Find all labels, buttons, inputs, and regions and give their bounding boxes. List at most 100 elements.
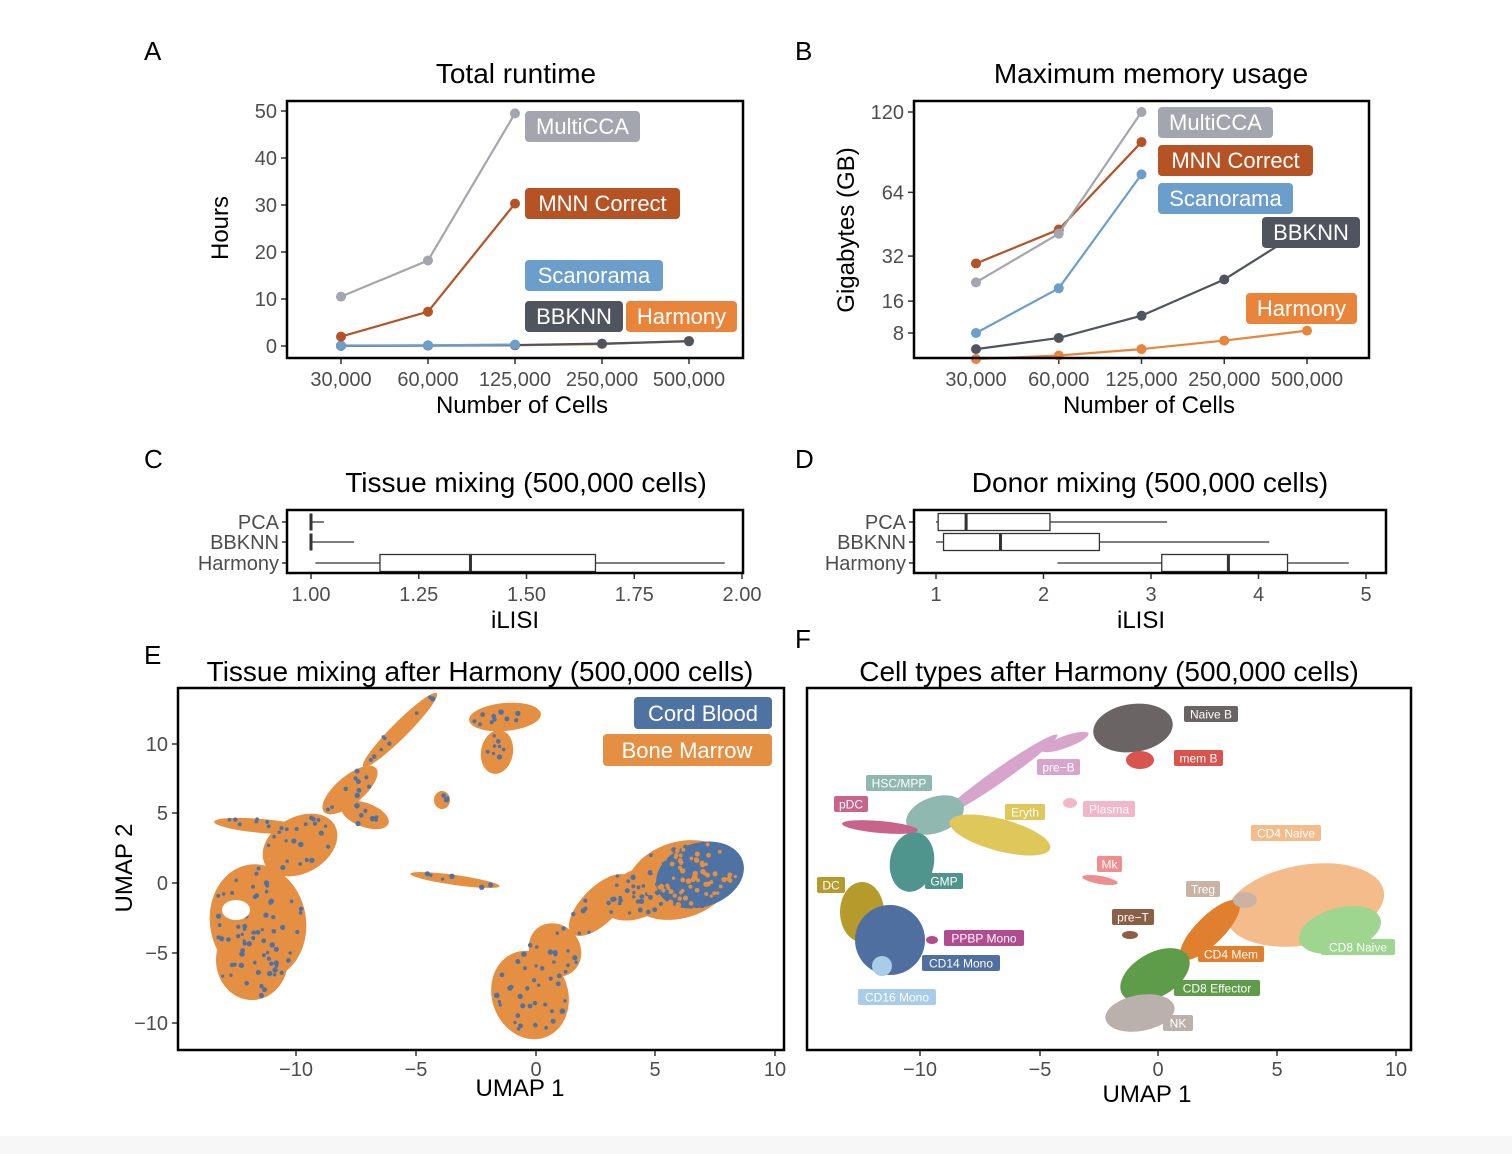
data-point-bbknn bbox=[1219, 274, 1230, 285]
cord-blood-cell bbox=[587, 930, 591, 934]
cord-blood-cell bbox=[259, 983, 264, 989]
bone-marrow-cell bbox=[682, 895, 689, 901]
cord-blood-cell bbox=[271, 914, 276, 920]
series-line-multicca bbox=[975, 111, 1143, 284]
cord-blood-cell bbox=[516, 1027, 521, 1031]
cord-blood-cell bbox=[718, 871, 723, 877]
cord-blood-cell bbox=[630, 874, 636, 880]
cord-blood-cell bbox=[288, 951, 292, 955]
bone-marrow-cell bbox=[657, 884, 663, 890]
cord-blood-cell bbox=[235, 933, 241, 939]
y-tick-label: 0 bbox=[157, 873, 168, 895]
data-point-mnn-correct bbox=[423, 306, 433, 317]
cord-blood-cell bbox=[649, 853, 653, 858]
data-point-multicca bbox=[510, 108, 520, 119]
cord-blood-cell bbox=[527, 1003, 533, 1009]
cord-blood-cell bbox=[492, 717, 497, 722]
cord-blood-cell bbox=[509, 984, 514, 990]
cord-blood-cell bbox=[230, 890, 235, 896]
series-label-box-scanorama bbox=[525, 260, 663, 291]
cord-blood-cell bbox=[647, 894, 653, 900]
panel-d-title: Donor mixing (500,000 cells) bbox=[972, 467, 1328, 498]
cord-blood-cell bbox=[304, 857, 309, 863]
bone-marrow-cell bbox=[662, 856, 668, 861]
series-label-mnn-correct: MNN Correct bbox=[538, 191, 666, 216]
x-tick-label: 500,000 bbox=[1271, 369, 1343, 391]
cord-blood-cell bbox=[303, 822, 308, 827]
cord-blood-cell bbox=[647, 869, 654, 876]
bone-marrow-cell bbox=[688, 901, 694, 906]
bone-marrow-cell bbox=[712, 871, 718, 877]
y-tick-label: 0 bbox=[266, 336, 277, 358]
umap-cluster-hsc-mpp bbox=[906, 795, 964, 835]
cord-blood-cell bbox=[242, 923, 248, 929]
cell-type-label-box-plasma bbox=[1083, 801, 1135, 817]
y-tick-label: −10 bbox=[134, 1013, 168, 1035]
umap-cluster-cd16-mono bbox=[872, 956, 892, 976]
cord-blood-cell bbox=[531, 978, 537, 983]
series-label-box-multicca bbox=[525, 111, 640, 142]
umap-cluster-bone-marrow bbox=[480, 730, 514, 774]
y-tick-label: 30 bbox=[255, 195, 277, 217]
series-label-harmony: Harmony bbox=[637, 304, 726, 329]
bone-marrow-cell bbox=[688, 884, 693, 889]
cord-blood-cell bbox=[252, 930, 257, 935]
umap-cluster-mem-b bbox=[1126, 751, 1154, 769]
cell-type-label-mk: Mk bbox=[1102, 858, 1119, 872]
cord-blood-cell bbox=[264, 889, 269, 894]
x-tick-label: 10 bbox=[1385, 1059, 1407, 1081]
cord-blood-cell bbox=[646, 909, 651, 915]
panel-a-ylabel: Hours bbox=[207, 196, 234, 260]
cord-blood-cell bbox=[675, 883, 679, 888]
cord-blood-cell bbox=[618, 895, 622, 900]
cord-blood-cell bbox=[280, 865, 286, 871]
panel-b-plot: 8 16 32 64 120 30,000 60,000 125,000 250,000 500,… bbox=[871, 102, 1360, 391]
cord-blood-cell bbox=[261, 938, 267, 944]
cord-blood-cell bbox=[632, 890, 636, 895]
cord-blood-cell bbox=[258, 993, 264, 999]
cell-type-label-pre-b: pre−B bbox=[1042, 761, 1074, 775]
cord-blood-cell bbox=[246, 941, 252, 947]
bone-marrow-cell bbox=[700, 862, 706, 868]
bone-marrow-cell bbox=[689, 856, 694, 861]
umap-cluster-bone-marrow bbox=[469, 702, 541, 732]
cord-blood-cell bbox=[280, 924, 286, 930]
cord-blood-cell bbox=[498, 1003, 503, 1007]
cord-blood-cell bbox=[215, 913, 222, 919]
cord-blood-cell bbox=[242, 939, 246, 943]
y-tick-label: PCA bbox=[865, 512, 907, 534]
umap-cluster-pre-b bbox=[1041, 731, 1089, 753]
panel-c-frame bbox=[285, 508, 745, 575]
bone-marrow-cell bbox=[692, 874, 698, 881]
cord-blood-cell bbox=[547, 949, 554, 955]
cord-blood-cell bbox=[265, 819, 270, 824]
bone-marrow-cell bbox=[694, 857, 700, 863]
cord-blood-cell bbox=[429, 873, 433, 878]
legend-label-bone-marrow: Bone Marrow bbox=[622, 738, 753, 763]
cord-blood-cell bbox=[272, 967, 278, 973]
panel-f-xlabel: UMAP 1 bbox=[1103, 1081, 1192, 1108]
cord-blood-cell bbox=[354, 768, 360, 774]
cord-blood-cell bbox=[611, 896, 617, 902]
cord-blood-cell bbox=[661, 861, 666, 866]
bone-marrow-cell bbox=[704, 862, 708, 866]
cord-blood-cell bbox=[325, 807, 330, 812]
cell-type-label-box-dc bbox=[817, 877, 845, 893]
cord-blood-cell bbox=[534, 964, 538, 968]
umap-cluster-bone-marrow bbox=[216, 920, 288, 1000]
cord-blood-cell bbox=[496, 739, 501, 744]
x-tick-label: 125,000 bbox=[1105, 369, 1177, 391]
y-tick-label: PCA bbox=[238, 512, 280, 534]
cord-blood-cell bbox=[543, 1002, 548, 1007]
cord-blood-cell bbox=[710, 889, 714, 893]
cord-blood-cell bbox=[255, 969, 261, 975]
cord-blood-cell bbox=[279, 970, 284, 975]
cord-blood-cell bbox=[513, 1020, 517, 1025]
cord-blood-cell bbox=[492, 744, 497, 748]
x-tick-label: 250,000 bbox=[1188, 369, 1260, 391]
data-point-bbknn bbox=[1053, 332, 1064, 343]
cord-blood-cell bbox=[265, 950, 270, 955]
cord-blood-cell bbox=[441, 793, 447, 799]
series-label-box-bbknn bbox=[525, 301, 623, 332]
bone-marrow-cell bbox=[667, 899, 674, 905]
